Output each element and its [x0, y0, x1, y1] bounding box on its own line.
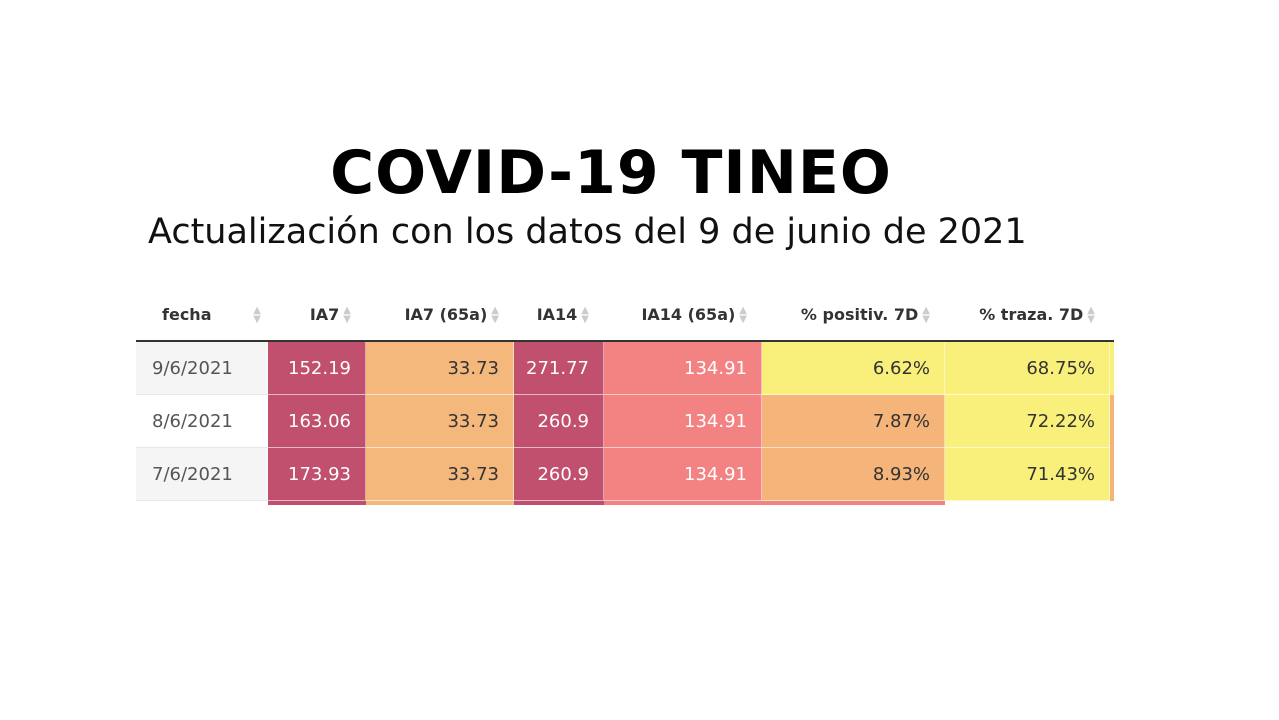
- next-column-sliver: [1110, 395, 1114, 448]
- page-subtitle: Actualización con los datos del 9 de jun…: [148, 212, 1027, 252]
- date-cell: 9/6/2021: [136, 342, 268, 395]
- column-header-sortable[interactable]: IA7 ▲ ▼: [268, 290, 366, 340]
- sort-arrows-icon[interactable]: ▲ ▼: [581, 304, 589, 325]
- value-cell: 152.19: [268, 342, 366, 395]
- column-header-label: % traza. 7D: [979, 305, 1084, 324]
- date-cell: 8/6/2021: [136, 395, 268, 448]
- value-cell: 271.77: [514, 342, 604, 395]
- value-cell: 71.43%: [945, 448, 1110, 501]
- value-cell: 33.73: [366, 395, 514, 448]
- next-column-sliver: [1110, 448, 1114, 501]
- next-column-sliver: [1110, 342, 1114, 395]
- value-cell: 6.62%: [762, 342, 945, 395]
- column-header-sortable[interactable]: % traza. 7D ▲ ▼: [945, 290, 1110, 340]
- sort-arrows-icon[interactable]: ▲ ▼: [343, 304, 351, 325]
- column-header-sortable[interactable]: % positiv. 7D ▲ ▼: [762, 290, 945, 340]
- value-cell: 7.87%: [762, 395, 945, 448]
- table-header: fecha ▲ ▼ IA7 ▲ ▼ IA7 (65a) ▲ ▼ IA14 ▲ ▼ IA14 (65a) ▲…: [136, 290, 1114, 340]
- column-header-label: IA7: [309, 305, 340, 324]
- date-cell: 7/6/2021: [136, 448, 268, 501]
- value-cell: 72.22%: [945, 395, 1110, 448]
- column-header-sortable[interactable]: IA14 (65a) ▲ ▼: [604, 290, 762, 340]
- value-cell: 260.9: [514, 395, 604, 448]
- column-header-label: IA7 (65a): [404, 305, 488, 324]
- partial-cell: [604, 501, 762, 505]
- sort-arrows-icon[interactable]: ▲ ▼: [922, 304, 930, 325]
- value-cell: 163.06: [268, 395, 366, 448]
- column-header-sortable[interactable]: IA14 ▲ ▼: [514, 290, 604, 340]
- partial-cell: [366, 501, 514, 505]
- column-header-label: fecha: [162, 305, 212, 324]
- table-next-row-partial: [136, 501, 1114, 505]
- partial-cell: [514, 501, 604, 505]
- sort-arrows-icon[interactable]: ▲ ▼: [253, 304, 261, 325]
- partial-cell: [268, 501, 366, 505]
- value-cell: 134.91: [604, 448, 762, 501]
- value-cell: 173.93: [268, 448, 366, 501]
- table-row[interactable]: 7/6/2021 173.93 33.73 260.9 134.91 8.93% 71.43…: [136, 448, 1114, 501]
- table-row[interactable]: 8/6/2021 163.06 33.73 260.9 134.91 7.87% 72.22…: [136, 395, 1114, 448]
- partial-cell: [136, 501, 268, 505]
- column-header-label: % positiv. 7D: [800, 305, 919, 324]
- value-cell: 33.73: [366, 448, 514, 501]
- sort-arrows-icon[interactable]: ▲ ▼: [1087, 304, 1095, 325]
- column-header-sortable[interactable]: IA7 (65a) ▲ ▼: [366, 290, 514, 340]
- table-row[interactable]: 9/6/2021 152.19 33.73 271.77 134.91 6.62% 68.7…: [136, 342, 1114, 395]
- table-body: 9/6/2021 152.19 33.73 271.77 134.91 6.62% 68.7…: [136, 340, 1114, 501]
- sort-arrows-icon[interactable]: ▲ ▼: [739, 304, 747, 325]
- value-cell: 33.73: [366, 342, 514, 395]
- partial-cell: [762, 501, 945, 505]
- value-cell: 8.93%: [762, 448, 945, 501]
- column-header-label: IA14: [536, 305, 578, 324]
- value-cell: 134.91: [604, 395, 762, 448]
- value-cell: 260.9: [514, 448, 604, 501]
- column-header-sortable[interactable]: fecha ▲ ▼: [136, 290, 268, 340]
- data-table: fecha ▲ ▼ IA7 ▲ ▼ IA7 (65a) ▲ ▼ IA14 ▲ ▼ IA14 (65a) ▲…: [136, 290, 1114, 505]
- partial-cell: [945, 501, 1110, 505]
- value-cell: 134.91: [604, 342, 762, 395]
- page-title: COVID-19 TINEO: [330, 138, 892, 208]
- value-cell: 68.75%: [945, 342, 1110, 395]
- sort-arrows-icon[interactable]: ▲ ▼: [491, 304, 499, 325]
- column-header-label: IA14 (65a): [641, 305, 736, 324]
